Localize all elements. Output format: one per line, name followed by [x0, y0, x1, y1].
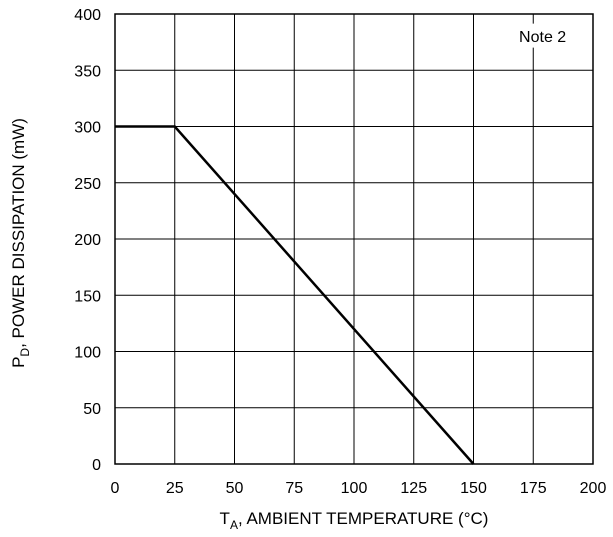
series-group — [115, 125, 475, 465]
series-line — [115, 125, 475, 465]
x-axis-label-subscript: A — [230, 518, 238, 532]
x-tick-label: 25 — [166, 480, 184, 497]
y-tick-label: 150 — [74, 288, 101, 305]
y-axis-label: PD, POWER DISSIPATION (mW) — [9, 118, 32, 368]
y-axis-label-subscript: D — [18, 348, 32, 357]
x-tick-label: 150 — [460, 480, 487, 497]
y-tick-label: 350 — [74, 63, 101, 80]
note-annotation: Note 2 — [519, 29, 566, 46]
y-tick-label: 200 — [74, 232, 101, 249]
x-tick-label: 75 — [285, 480, 303, 497]
y-axis-label-main: P — [9, 357, 28, 368]
x-tick-label: 200 — [580, 480, 607, 497]
y-tick-label: 50 — [83, 401, 101, 418]
note-box: Note 2 — [502, 23, 583, 48]
y-tick-label: 0 — [92, 457, 101, 474]
grid — [115, 14, 593, 464]
x-tick-labels: 0 25 50 75 100 125 150 175 200 — [111, 480, 607, 497]
x-tick-label: 100 — [341, 480, 368, 497]
x-tick-label: 175 — [520, 480, 547, 497]
y-axis-label-rest: , POWER DISSIPATION (mW) — [9, 118, 28, 348]
y-tick-label: 400 — [74, 7, 101, 24]
plot-frame — [114, 13, 594, 465]
x-tick-label: 50 — [226, 480, 244, 497]
y-tick-label: 100 — [74, 345, 101, 362]
y-tick-label: 300 — [74, 120, 101, 137]
x-axis-label-rest: , AMBIENT TEMPERATURE (°C) — [238, 509, 489, 528]
x-tick-label: 0 — [111, 480, 120, 497]
y-tick-labels: 0 50 100 150 200 250 300 350 400 — [74, 7, 101, 474]
x-axis-label: TA, AMBIENT TEMPERATURE (°C) — [220, 509, 489, 532]
y-tick-label: 250 — [74, 176, 101, 193]
x-axis-label-main: T — [220, 509, 230, 528]
x-tick-label: 125 — [400, 480, 427, 497]
